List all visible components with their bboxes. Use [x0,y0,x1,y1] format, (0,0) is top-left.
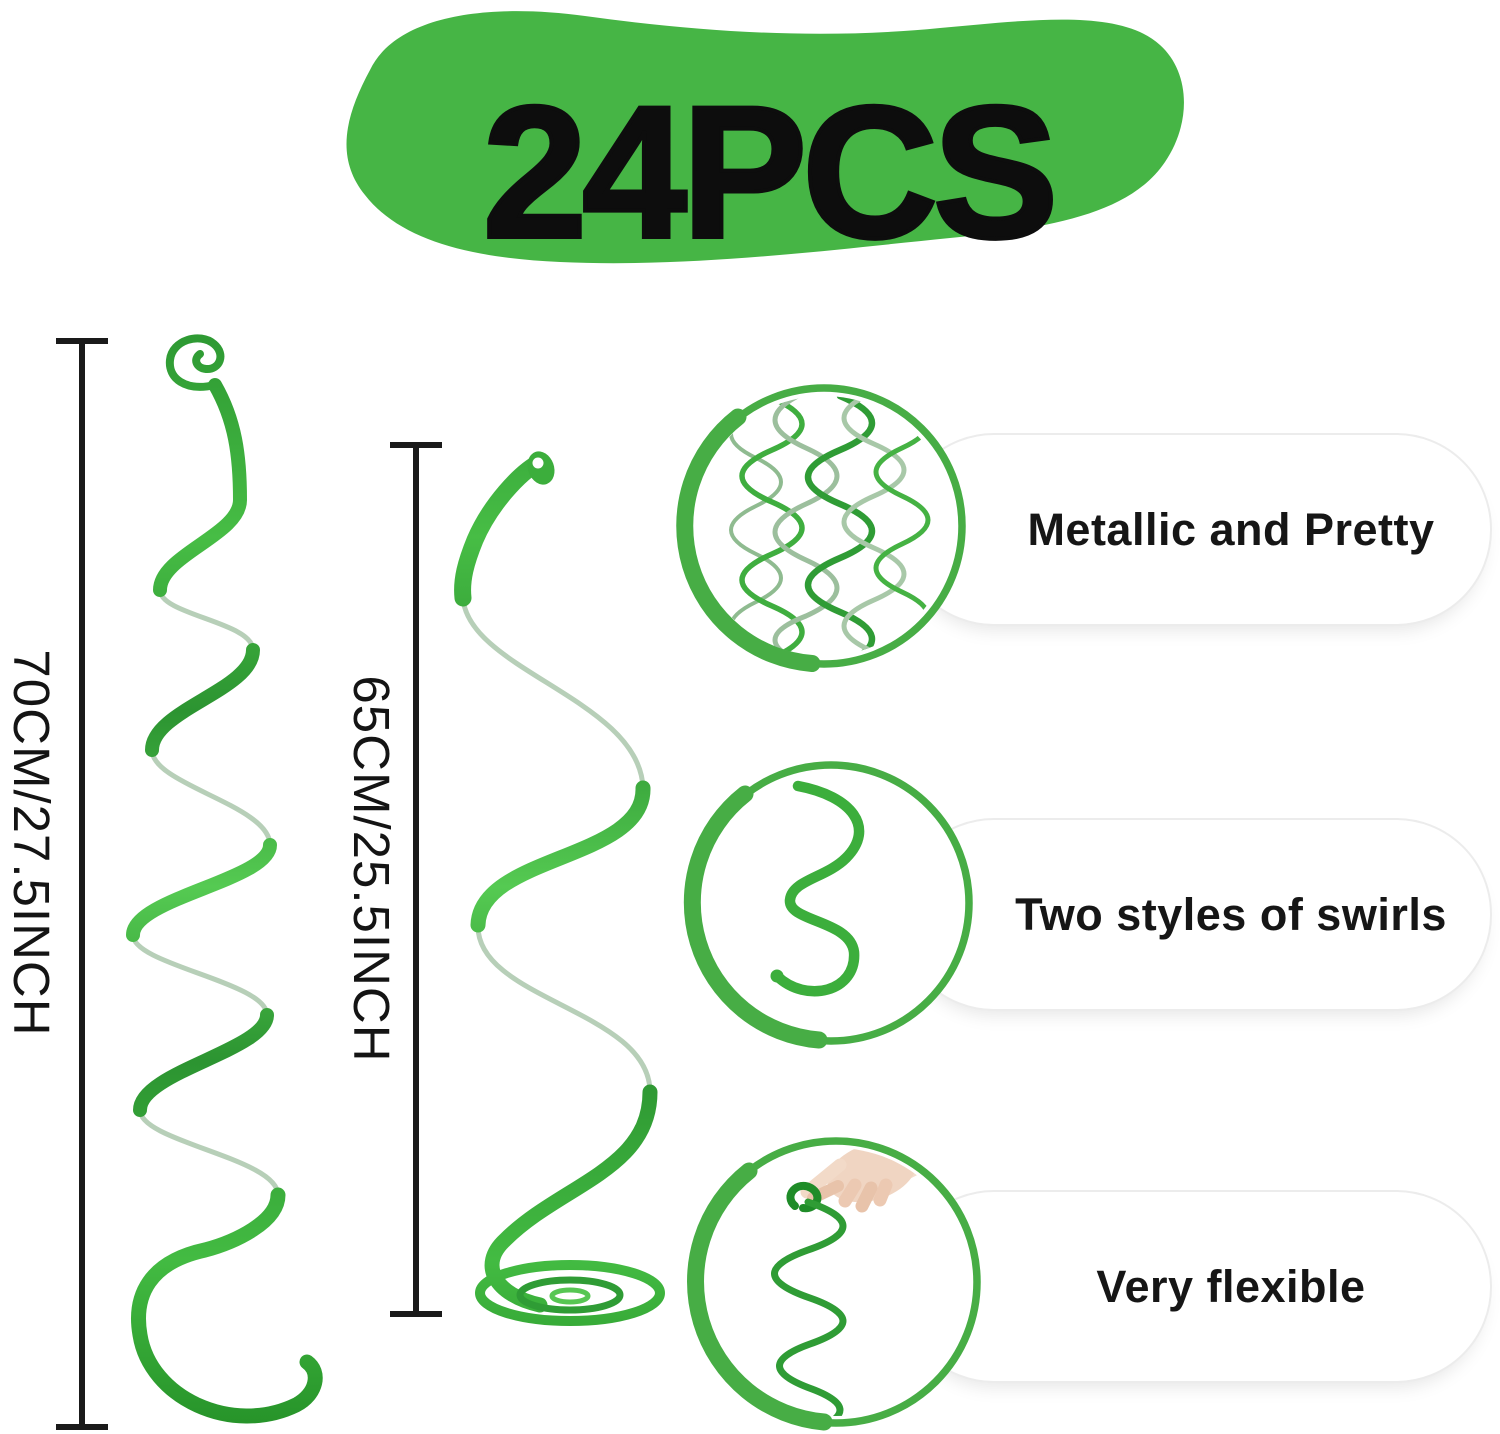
measure-line-left [56,338,108,1430]
hand-graphic [800,1148,931,1213]
feature-label: Very flexible [1096,1260,1366,1312]
short-swirl-graphic [454,451,665,1326]
measurement-label-70cm: 70CM/27.5INCH [3,649,60,1037]
feature-label: Two styles of swirls [1015,888,1447,940]
feature-label: Metallic and Pretty [1027,503,1435,555]
piece-count-badge: 24PCS [481,67,1061,277]
feature-pill-flexible: Very flexible [898,1190,1492,1383]
measurement-label-65cm: 65CM/25.5INCH [343,675,400,1063]
single-swirl-icon [770,780,865,997]
tall-swirl-graphic [126,334,323,1424]
feature-pill-metallic: Metallic and Pretty [898,433,1492,626]
feature-pill-styles: Two styles of swirls [898,818,1492,1011]
